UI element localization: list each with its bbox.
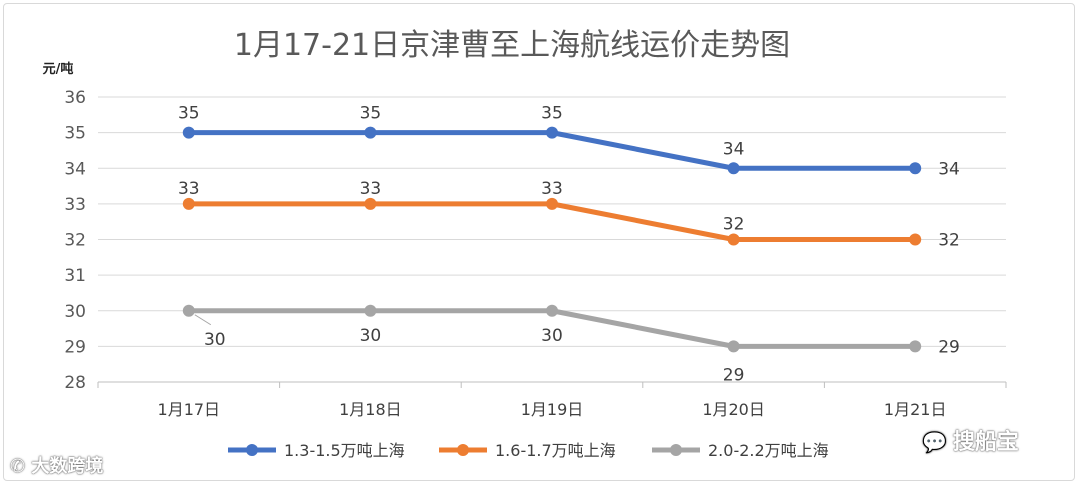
label-leader-line <box>194 314 212 326</box>
y-tick-label: 34 <box>64 159 86 179</box>
legend-label: 2.0-2.2万吨上海 <box>708 441 829 460</box>
watermark-right-text: 搜船宝 <box>952 430 1019 455</box>
legend-label: 1.6-1.7万吨上海 <box>495 441 616 460</box>
data-label: 35 <box>178 104 200 124</box>
data-label: 29 <box>723 365 745 385</box>
series-marker <box>182 126 195 139</box>
chart-frame <box>3 3 1075 481</box>
x-tick-label: 1月19日 <box>521 400 584 419</box>
series-marker <box>364 304 377 317</box>
data-label: 35 <box>541 104 563 124</box>
chart-title: 1月17-21日京津曹至上海航线运价走势图 <box>234 28 790 63</box>
y-tick-label: 36 <box>64 88 86 108</box>
x-tick-label: 1月17日 <box>158 400 221 419</box>
y-axis-label: 元/吨 <box>43 61 74 77</box>
data-label: 29 <box>938 337 960 357</box>
legend-label: 1.3-1.5万吨上海 <box>284 441 405 460</box>
wechat-icon: 💬 <box>922 430 947 454</box>
series-marker <box>909 233 922 246</box>
x-tick-label: 1月18日 <box>339 400 402 419</box>
legend-marker <box>670 444 682 456</box>
series-marker <box>182 304 195 317</box>
data-label: 30 <box>541 326 563 346</box>
series-marker <box>182 197 195 210</box>
data-label: 33 <box>541 179 563 199</box>
data-label: 33 <box>178 179 200 199</box>
x-tick-label: 1月20日 <box>702 400 765 419</box>
series-marker <box>364 197 377 210</box>
x-tick-label: 1月21日 <box>884 400 947 419</box>
watermark-left: ✆ 大数跨境 <box>10 452 103 478</box>
data-label: 34 <box>938 159 960 179</box>
y-tick-label: 35 <box>64 124 86 144</box>
x-axis: 1月17日 1月18日 1月19日 1月20日 1月21日 <box>97 382 1007 419</box>
series-marker <box>546 126 558 139</box>
series-marker <box>727 233 740 246</box>
y-tick-label: 30 <box>64 302 86 322</box>
watermark-left-icon: ✆ <box>10 456 32 477</box>
series-marker <box>364 126 377 139</box>
watermark-left-text: 大数跨境 <box>31 456 104 477</box>
legend-marker <box>457 444 469 456</box>
series-marker <box>909 340 922 353</box>
data-label: 32 <box>723 215 745 235</box>
y-tick-label: 28 <box>64 373 86 393</box>
series-marker <box>727 340 740 353</box>
y-tick-label: 33 <box>64 195 86 215</box>
y-tick-label: 32 <box>64 231 86 251</box>
y-tick-label: 31 <box>64 266 86 286</box>
watermark-right: 💬 搜船宝 <box>922 424 1019 456</box>
legend-marker <box>246 444 258 456</box>
data-labels: 35 35 35 34 34 33 33 33 32 32 30 30 30 29 29 <box>178 104 960 386</box>
data-label: 30 <box>360 326 382 346</box>
data-label: 34 <box>723 139 745 159</box>
y-tick-label: 29 <box>64 337 86 357</box>
data-label: 33 <box>360 179 382 199</box>
legend: 1.3-1.5万吨上海 1.6-1.7万吨上海 2.0-2.2万吨上海 <box>228 441 829 460</box>
series-marker <box>909 162 922 175</box>
data-label: 30 <box>204 330 226 350</box>
series-marker <box>727 162 740 175</box>
data-label: 35 <box>360 104 382 124</box>
series-marker <box>546 197 558 210</box>
series-group <box>182 126 922 353</box>
series-marker <box>546 304 558 317</box>
data-label: 32 <box>938 231 960 251</box>
y-tick-labels: 28 29 30 31 32 33 34 35 36 <box>64 88 86 393</box>
